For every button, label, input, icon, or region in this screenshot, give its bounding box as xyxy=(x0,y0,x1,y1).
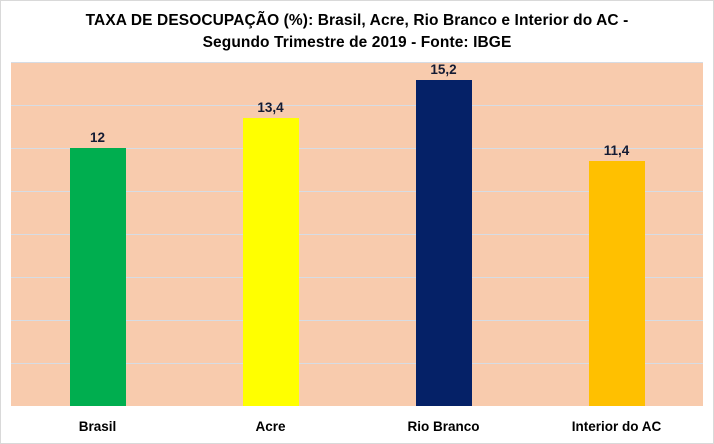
bar-slot-rio-branco: 15,2 xyxy=(357,62,530,406)
bar-interior-do-ac xyxy=(588,160,645,406)
gridline-6 xyxy=(11,277,703,278)
x-axis-label-rio-branco: Rio Branco xyxy=(407,419,480,434)
x-axis-label-brasil: Brasil xyxy=(78,419,117,434)
chart-title-line2: Segundo Trimestre de 2019 - Fonte: IBGE xyxy=(202,34,512,51)
x-axis-label-acre: Acre xyxy=(255,419,286,434)
bar-acre xyxy=(242,117,299,406)
gridline-8 xyxy=(11,234,703,235)
bar-slot-brasil: 12 xyxy=(11,62,184,406)
chart-title-line1: TAXA DE DESOCUPAÇÃO (%): Brasil, Acre, R… xyxy=(85,12,629,29)
bar-value-label-rio-branco: 15,2 xyxy=(430,62,457,77)
gridline-2 xyxy=(11,363,703,364)
bar-value-label-brasil: 12 xyxy=(89,130,106,145)
bar-rio-branco xyxy=(415,80,472,406)
bar-slot-acre: 13,4 xyxy=(184,62,357,406)
plot-area: 12 13,4 15,2 11,4 xyxy=(11,62,703,406)
bar-value-label-acre: 13,4 xyxy=(257,99,284,115)
x-axis-labels: Brasil Acre Rio Branco Interior do AC xyxy=(11,406,703,442)
x-axis-label-interior-do-ac: Interior do AC xyxy=(571,419,662,434)
gridline-12 xyxy=(11,148,703,149)
gridline-4 xyxy=(11,320,703,321)
gridline-14 xyxy=(11,105,703,106)
bar-value-label-interior-do-ac: 11,4 xyxy=(603,142,630,158)
bar-slot-interior-do-ac: 11,4 xyxy=(530,62,703,406)
chart-title: TAXA DE DESOCUPAÇÃO (%): Brasil, Acre, R… xyxy=(1,10,713,54)
gridline-10 xyxy=(11,191,703,192)
bar-brasil xyxy=(69,148,126,406)
gridline-16 xyxy=(11,62,703,63)
